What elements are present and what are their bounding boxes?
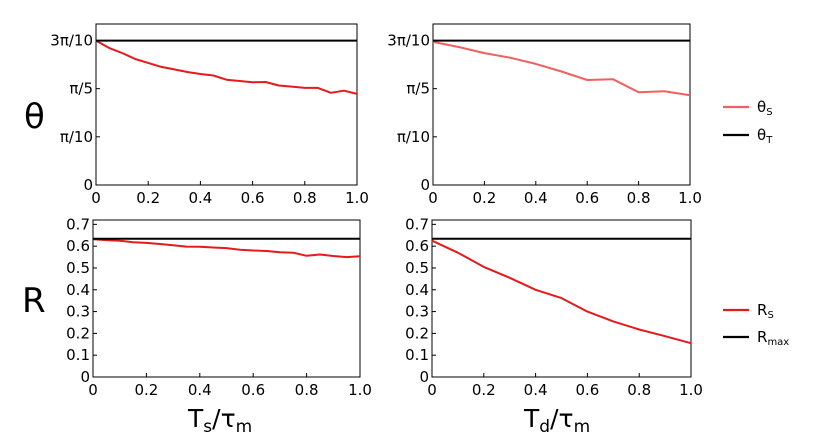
x-axis-label-right-sub: d: [539, 417, 550, 435]
legend-bottom: RS Rmax: [723, 301, 789, 348]
y-tick-label-bottom-right-4: 0.4: [405, 281, 429, 299]
series-line-bottom-left-RS-0: [92, 238, 361, 259]
legend-bottom-label-0-sub: S: [767, 310, 773, 321]
x-tick-label-top-left-3: 0.6: [241, 189, 265, 207]
x-axis-label-left-main: T: [187, 404, 204, 433]
panel-top-right: 0 0.2 0.4 0.6 0.8 1.0 0 π/10 π/5 3π/10: [387, 23, 702, 207]
y-tick-label-top-right-0: 0: [420, 176, 430, 194]
x-axis-label-left-sep: /τ: [212, 404, 235, 433]
legend-top-label-0: θS: [757, 98, 773, 118]
x-tick-label-bottom-left-0: 0: [88, 381, 98, 399]
x-axis-label-right: Td/τm: [523, 404, 590, 435]
x-tick-label-top-left-2: 0.4: [188, 189, 212, 207]
y-tick-label-bottom-left-7: 0.7: [66, 215, 90, 233]
y-tick-label-bottom-left-3: 0.3: [66, 303, 90, 321]
x-tick-label-bottom-left-4: 0.8: [295, 381, 319, 399]
y-tick-label-bottom-left-6: 0.6: [66, 237, 90, 255]
legend-bottom-label-1-main: R: [757, 328, 767, 346]
y-tick-label-top-right-3: 3π/10: [387, 31, 430, 49]
x-tick-label-top-right-3: 0.6: [575, 189, 599, 207]
x-tick-label-bottom-right-4: 0.8: [627, 381, 651, 399]
x-tick-label-top-left-4: 0.8: [293, 189, 317, 207]
x-axis-label-left-sub2: m: [236, 417, 253, 435]
y-tick-label-top-left-0: 0: [83, 176, 93, 194]
x-tick-label-bottom-right-2: 0.4: [524, 381, 548, 399]
x-tick-label-bottom-right-3: 0.6: [575, 381, 599, 399]
x-tick-label-top-left-1: 0.2: [136, 189, 160, 207]
y-tick-label-bottom-right-0: 0: [419, 368, 429, 386]
x-tick-label-bottom-left-1: 0.2: [134, 381, 158, 399]
y-tick-label-bottom-right-7: 0.7: [405, 215, 429, 233]
y-tick-label-top-left-3: 3π/10: [50, 31, 93, 49]
y-tick-label-bottom-left-4: 0.4: [66, 281, 90, 299]
legend-bottom-label-1: Rmax: [757, 328, 789, 348]
x-axis-label-right-sep: /τ: [550, 404, 573, 433]
x-tick-label-bottom-right-1: 0.2: [472, 381, 496, 399]
x-tick-label-top-right-4: 0.8: [627, 189, 651, 207]
x-axis-label-right-sub2: m: [574, 417, 591, 435]
y-tick-label-bottom-left-5: 0.5: [66, 259, 90, 277]
y-tick-label-bottom-right-1: 0.1: [405, 346, 429, 364]
legend-top-label-1-sub: T: [765, 135, 773, 146]
legend-top: θS θT: [723, 98, 773, 146]
legend-top-label-0-main: θ: [757, 98, 766, 116]
x-tick-label-bottom-left-3: 0.6: [241, 381, 265, 399]
plot-frame-bottom-right: [431, 219, 692, 378]
x-axis-label-left: Ts/τm: [187, 404, 252, 435]
x-tick-label-top-right-0: 0: [428, 189, 438, 207]
y-tick-label-bottom-right-2: 0.2: [405, 324, 429, 342]
legend-top-label-1: θT: [757, 126, 773, 146]
legend-bottom-label-0: RS: [757, 301, 774, 321]
y-tick-label-top-right-2: π/5: [406, 80, 430, 98]
y-tick-label-top-left-1: π/10: [60, 128, 93, 146]
panel-bottom-left: 0 0.2 0.4 0.6 0.8 1.0 0 0.1 0.2 0.3 0.4 0.5 0.6 0.7: [66, 215, 372, 399]
x-tick-label-top-right-5: 1.0: [678, 189, 702, 207]
x-tick-label-top-right-1: 0.2: [472, 189, 496, 207]
x-tick-label-top-left-5: 1.0: [345, 189, 369, 207]
y-tick-label-bottom-left-2: 0.2: [66, 324, 90, 342]
panel-bottom-right: 0 0.2 0.4 0.6 0.8 1.0 0 0.1 0.2 0.3 0.4 0.5 0.6 0.7: [405, 215, 703, 399]
plot-frame-bottom-left: [92, 219, 361, 378]
row-label-r: R: [22, 281, 46, 321]
panels: 0 0.2 0.4 0.6 0.8 1.00π/10π/53π/100 0.2 0.4 0.6 0…: [50, 23, 703, 399]
panel-top-left: 0 0.2 0.4 0.6 0.8 1.0 0 π/10 π/5 3π/10: [50, 23, 369, 207]
series-line-bottom-right-RS-0: [431, 239, 692, 345]
x-tick-label-top-left-0: 0: [91, 189, 101, 207]
y-tick-label-bottom-left-1: 0.1: [66, 346, 90, 364]
series-line-top-right-θS-0: [432, 40, 691, 97]
plot-frame-top-left: [95, 23, 358, 186]
x-tick-label-bottom-right-0: 0: [427, 381, 437, 399]
y-tick-label-bottom-right-3: 0.3: [405, 303, 429, 321]
y-tick-label-top-left-2: π/5: [69, 80, 93, 98]
x-tick-label-bottom-left-5: 1.0: [348, 381, 372, 399]
y-tick-label-top-right-1: π/10: [397, 128, 430, 146]
legend-top-label-0-sub: S: [766, 107, 772, 118]
legend-bottom-label-0-main: R: [757, 301, 767, 319]
y-tick-label-bottom-left-0: 0: [80, 368, 90, 386]
plot-frame-top-right: [432, 23, 691, 186]
legend-top-label-1-main: θ: [757, 126, 766, 144]
legend-bottom-label-1-sub: max: [767, 337, 789, 348]
row-label-theta: θ: [24, 97, 45, 137]
x-tick-label-top-right-2: 0.4: [524, 189, 548, 207]
x-tick-label-bottom-right-5: 1.0: [679, 381, 703, 399]
x-tick-label-bottom-left-2: 0.4: [188, 381, 212, 399]
series-line-top-left-θS-0: [95, 39, 358, 95]
x-axis-label-right-main: T: [523, 404, 540, 433]
x-axis-label-left-sub: s: [203, 417, 212, 435]
y-tick-label-bottom-right-5: 0.5: [405, 259, 429, 277]
y-tick-label-bottom-right-6: 0.6: [405, 237, 429, 255]
